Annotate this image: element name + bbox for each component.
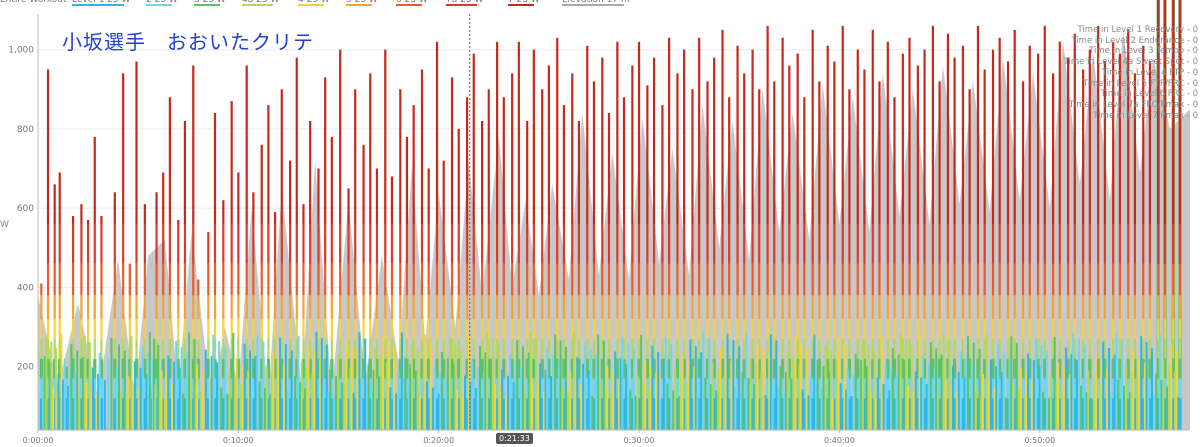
legend-item[interactable]: 7a 25 W <box>446 0 483 6</box>
chart-title: 小坂選手 おおいたクリテ <box>62 30 314 54</box>
legend-swatch <box>508 4 534 6</box>
legend-label: 7 25 W <box>508 0 540 5</box>
legend-swatch <box>346 4 372 6</box>
legend-label: 2 25 W <box>146 0 178 5</box>
legend-label: 5 25 W <box>346 0 378 5</box>
legend-item[interactable]: Entire Workout <box>0 0 67 6</box>
legend-label: 7a 25 W <box>446 0 484 5</box>
x-tick-label: 0:30:00 <box>624 436 655 445</box>
legend-item[interactable]: 4a 25 W <box>242 0 279 6</box>
legend-item[interactable]: 7 25 W <box>508 0 540 6</box>
legend-swatch <box>72 4 125 6</box>
level-summary-line: Time in Level 1 Recovery - 0 <box>1077 25 1199 35</box>
x-tick-label: 0:40:00 <box>824 436 855 445</box>
y-tick-label: 600 <box>17 204 34 214</box>
level-summary-line: Time in Level 6 FRC - 0 <box>1100 89 1198 100</box>
legend-label: Entire Workout <box>0 0 67 5</box>
legend-swatch <box>146 4 172 6</box>
legend-item[interactable]: Level 1 25 W <box>72 0 130 6</box>
legend-item[interactable]: 2 25 W <box>146 0 178 6</box>
legend-swatch <box>562 4 624 6</box>
legend-item[interactable]: 6 25 W <box>396 0 428 6</box>
legend-label: Level 1 25 W <box>72 0 131 5</box>
legend-label: 3 25 W <box>194 0 226 5</box>
y-axis-label: W <box>0 220 9 230</box>
legend-label: 4 25 W <box>298 0 330 5</box>
legend-item[interactable]: 4 25 W <box>298 0 330 6</box>
legend-label: 4a 25 W <box>242 0 280 5</box>
y-tick-label: 200 <box>17 363 34 373</box>
x-tick-label: 0:10:00 <box>223 436 254 445</box>
legend-swatch <box>242 4 274 6</box>
legend-swatch <box>396 4 422 6</box>
x-tick-label: 0:50:00 <box>1024 436 1055 445</box>
level-summary-line: Time in Level 2 Endurance - 0 <box>1071 35 1198 46</box>
level-summary-line: Time in Level 7a FRC/Pmax - 0 <box>1068 99 1198 110</box>
legend-item[interactable]: 5 25 W <box>346 0 378 6</box>
y-tick-label: 1,000 <box>8 46 34 56</box>
legend: Entire Workout Level 1 25 W 2 25 W 3 25 W 4a… <box>0 0 1200 6</box>
legend-swatch <box>0 4 61 6</box>
legend-swatch <box>194 4 220 6</box>
level-time-summary: Time in Level 1 Recovery - 0 Time in Leve… <box>1064 25 1198 121</box>
legend-item[interactable]: Elevation 17 m <box>562 0 630 6</box>
x-tick-label: 0:20:00 <box>423 436 454 445</box>
legend-label: Elevation 17 m <box>562 0 630 5</box>
legend-swatch <box>298 4 324 6</box>
level-summary-line: Time in Level 5 FTP/FRC - 0 <box>1082 78 1198 89</box>
legend-swatch <box>446 4 478 6</box>
legend-label: 6 25 W <box>396 0 428 5</box>
level-summary-line: Time in Level 4a Sweet Spot - 0 <box>1063 57 1198 68</box>
level-summary-line: Time in Level 7 Pmax - 0 <box>1093 110 1198 121</box>
cursor-time-badge: 0:21:33 <box>496 433 533 444</box>
y-tick-label: 800 <box>17 125 34 135</box>
legend-item[interactable]: 3 25 W <box>194 0 226 6</box>
y-tick-label: 400 <box>17 283 34 293</box>
level-summary-line: Time in Level 4 FTP - 0 <box>1101 67 1198 78</box>
x-tick-label: 0:00:00 <box>23 436 54 445</box>
level-summary-line: Time in Level 3 Tempo - 0 <box>1089 46 1198 57</box>
